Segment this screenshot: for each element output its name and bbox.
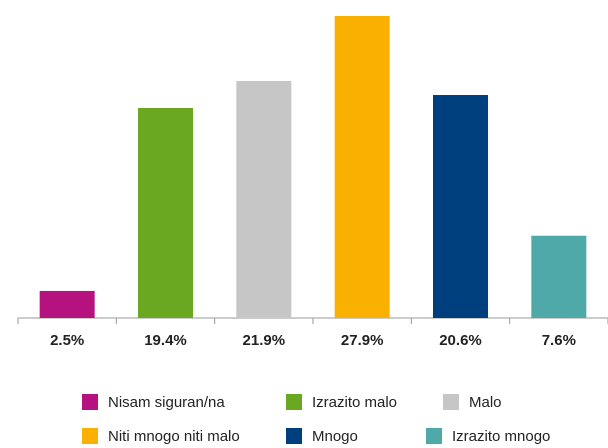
- legend-label: Nisam siguran/na: [108, 394, 225, 411]
- value-label: 7.6%: [542, 332, 576, 349]
- legend-swatch: [286, 394, 302, 410]
- value-label: 19.4%: [144, 332, 187, 349]
- legend-swatch: [82, 394, 98, 410]
- bar: [138, 108, 193, 318]
- legend-label: Mnogo: [312, 428, 358, 445]
- value-label: 20.6%: [439, 332, 482, 349]
- legend-label: Izrazito malo: [312, 394, 397, 411]
- value-label: 27.9%: [341, 332, 384, 349]
- value-label: 21.9%: [243, 332, 286, 349]
- legend-swatch: [82, 428, 98, 444]
- legend-label: Malo: [469, 394, 502, 411]
- bar: [39, 290, 95, 318]
- value-label: 2.5%: [50, 332, 84, 349]
- legend-label: Niti mnogo niti malo: [108, 428, 240, 445]
- bar: [236, 80, 292, 319]
- bar: [433, 95, 488, 319]
- legend-swatch: [443, 394, 459, 410]
- bar: [531, 235, 587, 318]
- legend-swatch: [426, 428, 442, 444]
- bar: [334, 16, 390, 318]
- legend-label: Izrazito mnogo: [452, 428, 550, 445]
- legend-swatch: [286, 428, 302, 444]
